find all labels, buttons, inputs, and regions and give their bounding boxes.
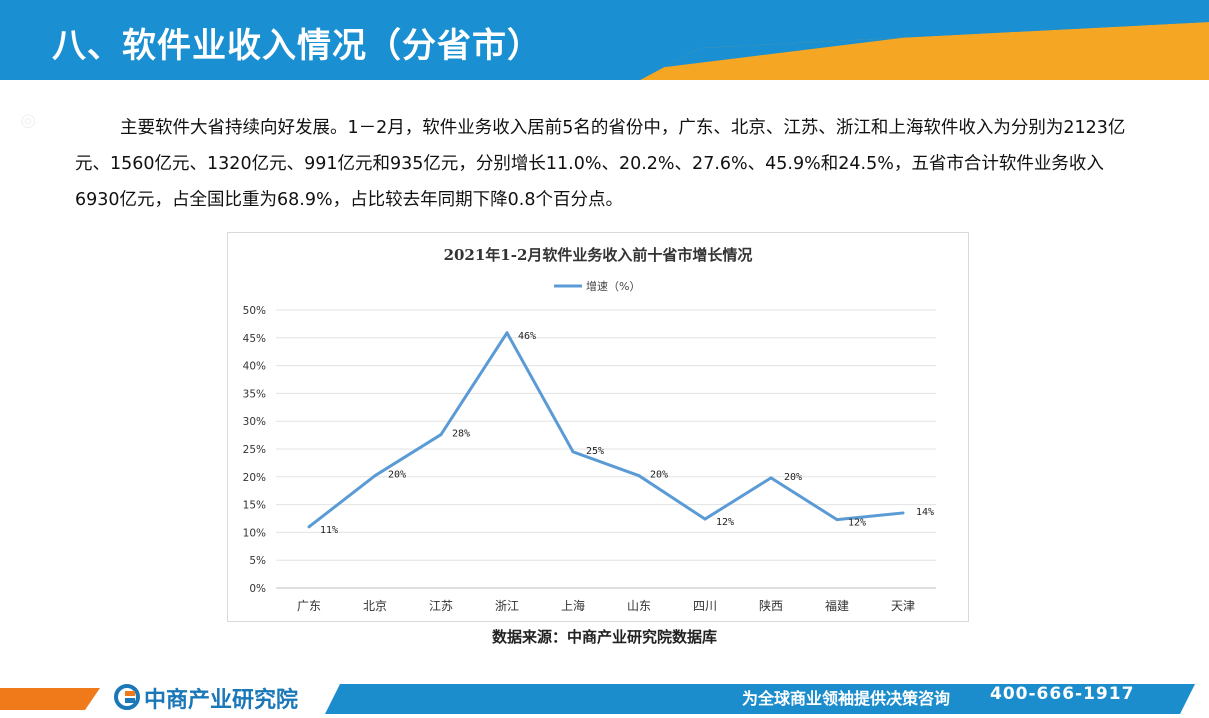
y-axis: 0% 5% 10% 15% 20% 25% 30% 35% 40% 45% 50% <box>243 305 266 595</box>
data-label: 20% <box>650 470 668 481</box>
footer-phone: 400-666-1917 <box>990 684 1135 704</box>
footer-bar <box>0 680 1209 718</box>
summary-paragraph: 主要软件大省持续向好发展。1－2月，软件业务收入居前5名的省份中，广东、北京、江… <box>75 118 1126 210</box>
data-point <box>637 474 641 478</box>
x-tick-label: 上海 <box>561 598 585 613</box>
chart-title: 2021年1-2月软件业务收入前十省市增长情况 <box>444 246 753 264</box>
data-label: 12% <box>848 518 866 529</box>
y-tick-label: 40% <box>243 361 266 373</box>
footer-background <box>0 684 1195 714</box>
y-tick-label: 45% <box>243 333 266 345</box>
data-point <box>505 331 509 335</box>
data-point <box>835 518 839 522</box>
y-tick-label: 20% <box>243 472 266 484</box>
y-tick-label: 35% <box>243 388 266 400</box>
chart-grid <box>276 309 936 589</box>
header-background <box>0 0 1209 80</box>
x-tick-label: 天津 <box>891 599 915 613</box>
y-tick-label: 25% <box>243 444 266 456</box>
x-tick-label: 江苏 <box>429 599 453 613</box>
company-logo-text: 中商产业研究院 <box>144 688 299 713</box>
line-chart: 2021年1-2月软件业务收入前十省市增长情况 增速（%） 0% 5% 10% 15%… <box>243 246 936 613</box>
y-tick-label: 10% <box>243 527 266 539</box>
x-tick-label: 广东 <box>297 599 321 613</box>
x-tick-label: 四川 <box>693 599 717 613</box>
data-label: 14% <box>916 507 934 518</box>
x-tick-label: 北京 <box>363 599 387 613</box>
data-point <box>571 450 575 454</box>
header-bar: 八、软件业收入情况（分省市） <box>0 0 1209 80</box>
y-tick-label: 50% <box>243 305 266 317</box>
data-source-note: 数据来源：中商产业研究院数据库 <box>491 628 717 646</box>
x-axis: 广东 北京 江苏 浙江 上海 山东 四川 陕西 福建 天津 <box>297 598 915 613</box>
data-point <box>769 476 773 480</box>
x-tick-label: 山东 <box>627 599 651 613</box>
data-label: 12% <box>716 517 734 528</box>
data-labels: 11% 20% 28% 46% 25% 20% 12% 20% 12% 14% <box>320 331 934 536</box>
data-label: 11% <box>320 525 338 536</box>
data-label: 20% <box>388 470 406 481</box>
chart-legend: 增速（%） <box>554 279 640 293</box>
y-tick-label: 5% <box>249 555 266 567</box>
y-tick-label: 15% <box>243 500 266 512</box>
series-line <box>308 331 904 529</box>
watermark: ◎ <box>15 107 40 134</box>
data-point <box>439 433 443 437</box>
x-tick-label: 浙江 <box>495 599 519 613</box>
x-tick-label: 福建 <box>825 598 849 613</box>
logo-icon <box>114 684 140 710</box>
data-label: 46% <box>518 331 536 342</box>
x-tick-label: 陕西 <box>759 598 783 613</box>
footer-slogan: 为全球商业领袖提供决策咨询 <box>742 689 951 708</box>
y-tick-label: 30% <box>243 416 266 428</box>
legend-label: 增速（%） <box>586 279 640 293</box>
data-label: 28% <box>452 429 470 440</box>
data-point <box>901 511 905 515</box>
y-tick-label: 0% <box>249 583 266 595</box>
data-label: 25% <box>586 446 604 457</box>
chart-container: 2021年1-2月软件业务收入前十省市增长情况 增速（%） 0% 5% 10% 15%… <box>227 232 969 622</box>
chart-series <box>307 331 905 529</box>
page-title: 八、软件业收入情况（分省市） <box>52 26 542 66</box>
data-label: 20% <box>784 472 802 483</box>
data-point <box>373 474 377 478</box>
data-point <box>307 525 311 529</box>
data-point <box>703 517 707 521</box>
